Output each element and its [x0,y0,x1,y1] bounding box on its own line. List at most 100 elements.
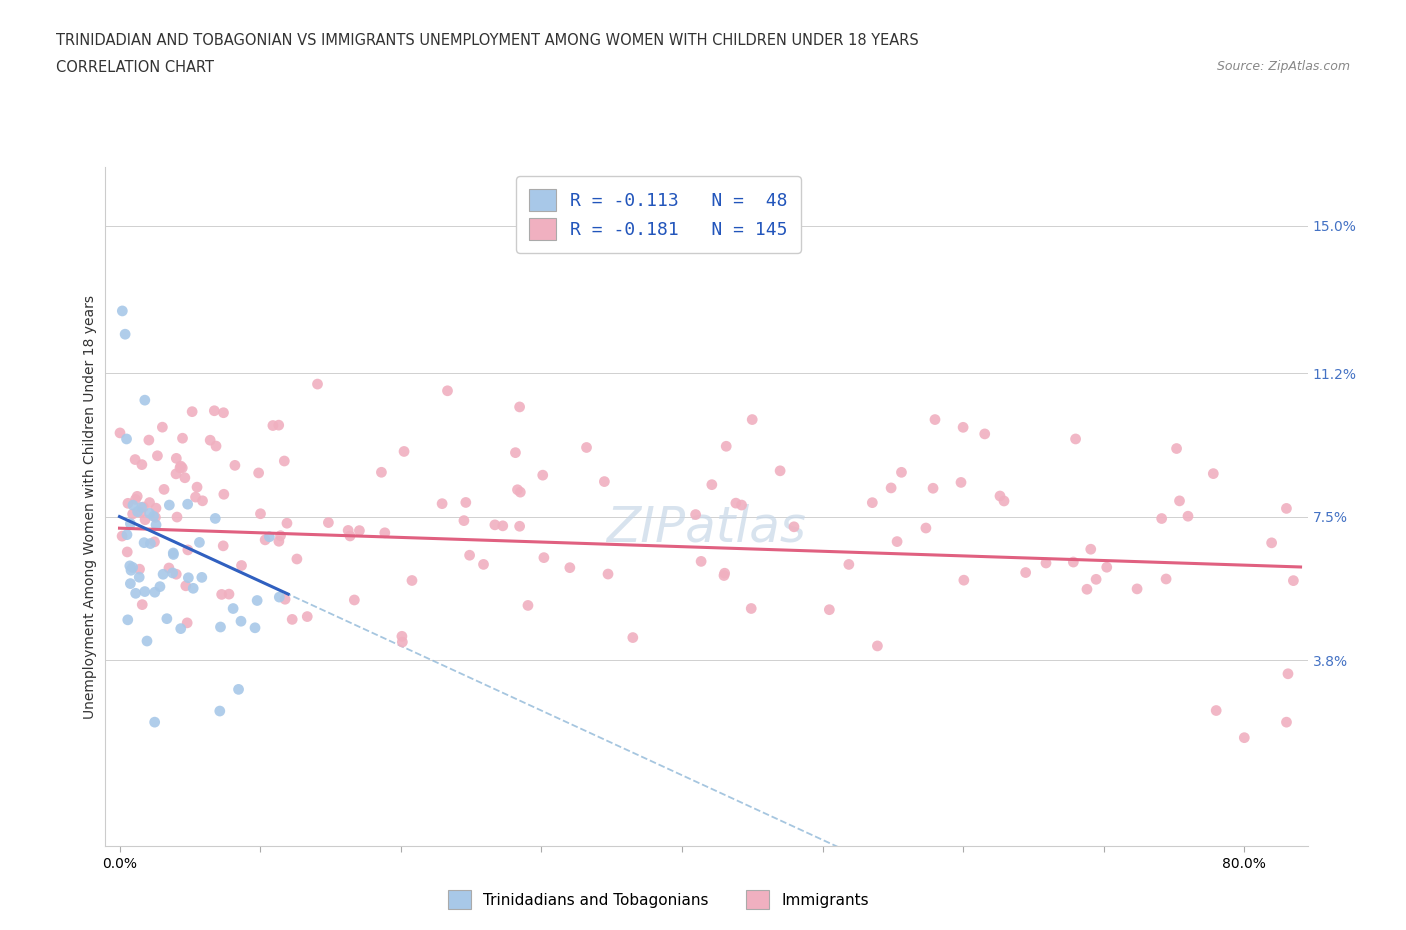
Point [142,509,165,524]
Point [685,507,707,522]
Point [120,563,142,578]
Point [370,465,392,480]
Point [517,598,540,613]
Point [254,533,277,548]
Point [198,432,221,447]
Point [153,482,176,497]
Point [458,548,481,563]
Point [596,566,619,581]
Point [818,603,841,618]
Point [181,581,204,596]
Legend: Trinidadians and Tobagonians, Immigrants: Trinidadians and Tobagonians, Immigrants [440,883,877,917]
Point [730,498,752,512]
Point [205,439,228,454]
Point [138,506,160,521]
Point [506,483,529,498]
Point [270,528,292,543]
Point [132,499,155,514]
Point [115,432,138,446]
Point [131,597,153,612]
Point [120,577,142,591]
Point [1014,565,1036,580]
Point [122,498,145,512]
Point [993,494,1015,509]
Point [118,558,141,573]
Point [391,629,413,644]
Point [950,475,973,490]
Point [274,591,297,606]
Point [208,704,231,719]
Point [132,536,155,551]
Point [1080,542,1102,557]
Point [337,523,360,538]
Point [143,535,166,550]
Point [716,439,738,454]
Point [281,612,304,627]
Point [860,495,883,510]
Point [114,326,136,341]
Point [973,427,995,442]
Point [108,426,131,441]
Point [988,488,1011,503]
Point [165,467,187,482]
Point [124,586,146,601]
Text: CORRELATION CHART: CORRELATION CHART [56,60,214,75]
Point [1205,703,1227,718]
Point [177,570,200,585]
Point [157,498,180,512]
Point [430,497,453,512]
Point [139,536,162,551]
Point [952,419,974,434]
Point [212,405,235,420]
Point [138,495,160,510]
Point [152,566,174,581]
Point [134,392,156,407]
Point [866,639,889,654]
Point [162,547,184,562]
Point [1035,555,1057,570]
Point [276,516,298,531]
Point [146,448,169,463]
Point [124,452,146,467]
Point [436,383,458,398]
Point [349,524,371,538]
Point [769,463,792,478]
Point [111,303,134,318]
Point [509,485,531,499]
Point [202,404,225,418]
Point [1202,466,1225,481]
Point [454,495,477,510]
Point [505,445,527,460]
Point [212,538,235,553]
Point [391,634,413,649]
Point [1154,572,1177,587]
Y-axis label: Unemployment Among Women with Children Under 18 years: Unemployment Among Women with Children U… [83,295,97,719]
Point [222,601,245,616]
Point [184,490,207,505]
Point [174,578,197,593]
Point [267,534,290,549]
Point [1282,573,1305,588]
Point [740,601,762,616]
Point [150,419,173,434]
Point [136,633,159,648]
Point [472,557,495,572]
Point [700,477,723,492]
Point [249,506,271,521]
Point [186,480,208,495]
Point [1168,494,1191,509]
Point [143,715,166,730]
Point [162,546,184,561]
Point [188,535,211,550]
Point [1085,572,1108,587]
Point [1126,581,1149,596]
Point [172,431,194,445]
Point [115,527,138,542]
Point [173,471,195,485]
Point [339,528,361,543]
Point [209,619,232,634]
Point [145,500,167,515]
Point [690,554,713,569]
Point [558,560,581,575]
Point [285,551,308,566]
